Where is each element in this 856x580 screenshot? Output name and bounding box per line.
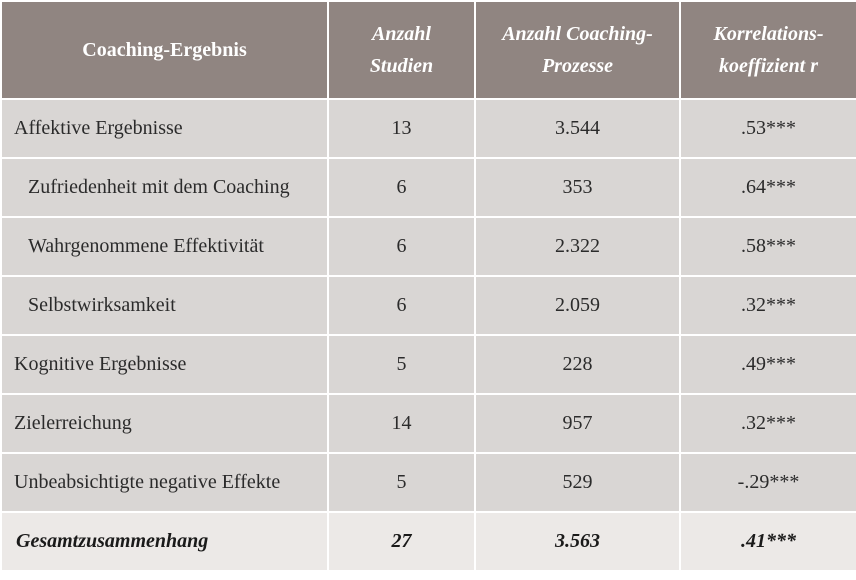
row-processes: 228	[474, 334, 681, 395]
row-processes: 2.322	[474, 216, 681, 277]
row-studies: 5	[327, 452, 476, 513]
row-studies: 5	[327, 334, 476, 395]
header-studies-line1: Anzahl	[372, 23, 431, 45]
row-label: Affektive Ergebnisse	[0, 98, 329, 159]
total-processes: 3.563	[474, 511, 681, 572]
total-label: Gesamtzusammenhang	[0, 511, 329, 572]
header-processes-line1: Anzahl Coaching-	[502, 23, 653, 45]
row-label: Zufriedenheit mit dem Coaching	[0, 157, 329, 218]
row-studies: 6	[327, 275, 476, 336]
table-row: Wahrgenommene Effektivität 6 2.322 .58**…	[0, 216, 856, 277]
row-label: Wahrgenommene Effektivität	[0, 216, 329, 277]
row-correlation: .64***	[679, 157, 856, 218]
row-processes: 353	[474, 157, 681, 218]
row-label: Zielerreichung	[0, 393, 329, 454]
table-row: Unbeabsichtigte negative Effekte 5 529 -…	[0, 452, 856, 513]
row-label: Kognitive Ergebnisse	[0, 334, 329, 395]
row-correlation: .53***	[679, 98, 856, 159]
row-processes: 529	[474, 452, 681, 513]
header-processes-line2: Prozesse	[541, 55, 614, 77]
table-row: Kognitive Ergebnisse 5 228 .49***	[0, 334, 856, 395]
total-row: Gesamtzusammenhang 27 3.563 .41***	[0, 511, 856, 572]
header-studies: Anzahl Studien	[327, 0, 476, 100]
row-correlation: .58***	[679, 216, 856, 277]
header-studies-line2: Studien	[369, 55, 434, 77]
row-processes: 3.544	[474, 98, 681, 159]
header-row: Coaching-Ergebnis Anzahl Studien Anzahl C…	[0, 0, 856, 100]
row-label: Unbeabsichtigte negative Effekte	[0, 452, 329, 513]
header-outcome: Coaching-Ergebnis	[0, 0, 329, 100]
table-row: Selbstwirksamkeit 6 2.059 .32***	[0, 275, 856, 336]
row-processes: 957	[474, 393, 681, 454]
row-studies: 13	[327, 98, 476, 159]
header-processes: Anzahl Coaching- Prozesse	[474, 0, 681, 100]
table-row: Zielerreichung 14 957 .32***	[0, 393, 856, 454]
table-row: Zufriedenheit mit dem Coaching 6 353 .64…	[0, 157, 856, 218]
header-outcome-text: Coaching-Ergebnis	[82, 39, 247, 61]
row-correlation: .49***	[679, 334, 856, 395]
row-processes: 2.059	[474, 275, 681, 336]
table-row: Affektive Ergebnisse 13 3.544 .53***	[0, 98, 856, 159]
row-correlation: .32***	[679, 275, 856, 336]
row-correlation: -.29***	[679, 452, 856, 513]
row-studies: 6	[327, 216, 476, 277]
row-correlation: .32***	[679, 393, 856, 454]
header-correlation: Korrelations-koeffizient r	[679, 0, 856, 100]
row-studies: 14	[327, 393, 476, 454]
total-studies: 27	[327, 511, 476, 572]
row-studies: 6	[327, 157, 476, 218]
header-correlation-line1: Korrelations-	[713, 23, 824, 45]
total-correlation: .41***	[679, 511, 856, 572]
row-label: Selbstwirksamkeit	[0, 275, 329, 336]
header-correlation-line2: koeffizient r	[718, 55, 819, 77]
